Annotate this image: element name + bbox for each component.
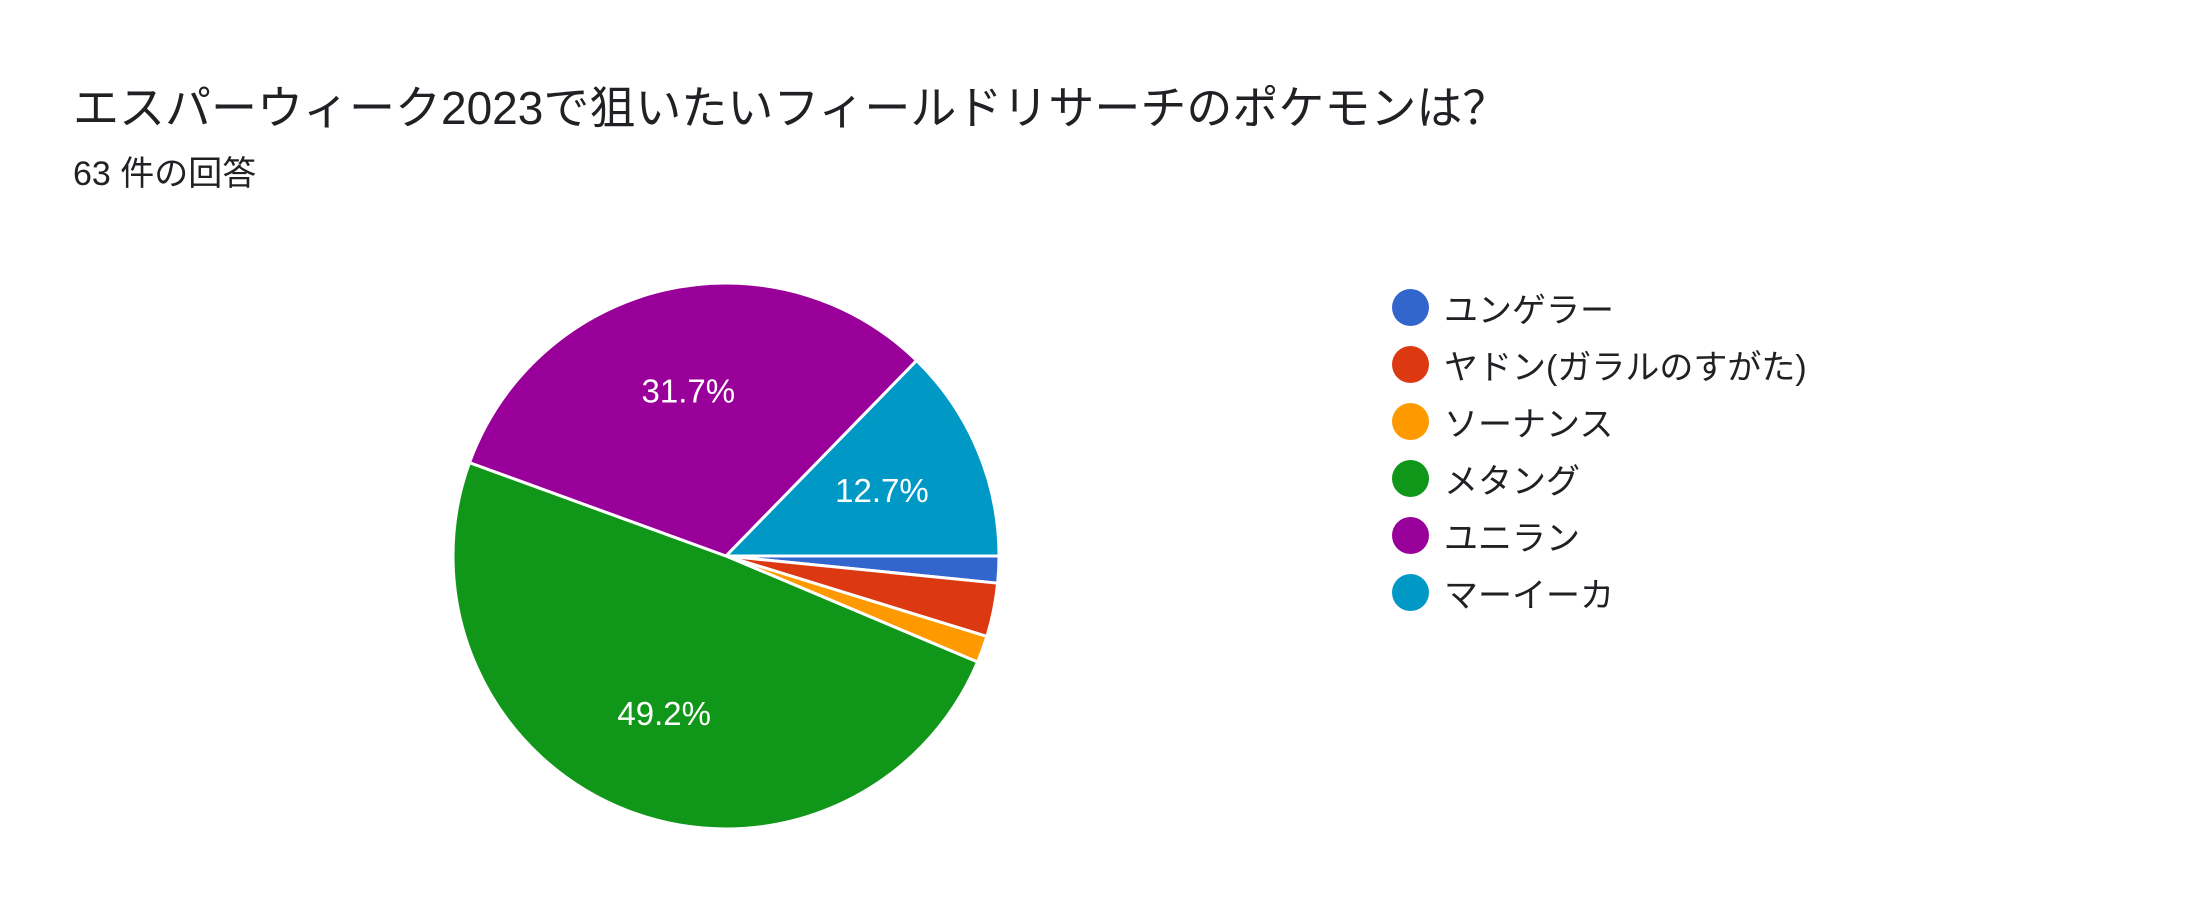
- legend: ユンゲラーヤドン(ガラルのすがた) ソーナンスメタングユニランマーイーカ: [1392, 279, 1807, 621]
- legend-swatch: [1392, 574, 1429, 611]
- slice-percent-label: 31.7%: [642, 372, 736, 409]
- legend-item[interactable]: メタング: [1392, 450, 1807, 507]
- legend-swatch: [1392, 460, 1429, 497]
- legend-label: ユニラン: [1444, 520, 1580, 558]
- legend-swatch: [1392, 289, 1429, 326]
- legend-swatch: [1392, 517, 1429, 554]
- legend-item[interactable]: ユニラン: [1392, 507, 1807, 564]
- slice-percent-label: 49.2%: [617, 695, 711, 732]
- legend-label: ユンゲラー: [1444, 292, 1614, 330]
- legend-label: ソーナンス: [1444, 406, 1614, 444]
- pie-slice-labels: 49.2% 31.7% 12.7%: [617, 372, 928, 732]
- legend-item[interactable]: ヤドン(ガラルのすがた): [1392, 336, 1807, 393]
- legend-item[interactable]: ソーナンス: [1392, 393, 1807, 450]
- pie-slice-4: [451, 461, 980, 831]
- legend-label: メタング: [1444, 463, 1580, 501]
- legend-label: マーイーカ: [1444, 577, 1614, 615]
- pie-slice-6: [724, 359, 1001, 558]
- legend-item[interactable]: マーイーカ: [1392, 564, 1807, 621]
- response-count: 63 件の回答: [73, 155, 257, 193]
- slice-percent-label: 12.7%: [835, 472, 929, 509]
- pie-slices: [451, 281, 1001, 831]
- chart-title: エスパーウィーク2023で狙いたいフィールドリサーチのポケモンは？: [73, 82, 1509, 134]
- pie-slice-5: [467, 281, 919, 558]
- legend-label: ヤドン(ガラルのすがた): [1444, 349, 1807, 387]
- legend-swatch: [1392, 346, 1429, 383]
- legend-item[interactable]: ユンゲラー: [1392, 279, 1807, 336]
- legend-swatch: [1392, 403, 1429, 440]
